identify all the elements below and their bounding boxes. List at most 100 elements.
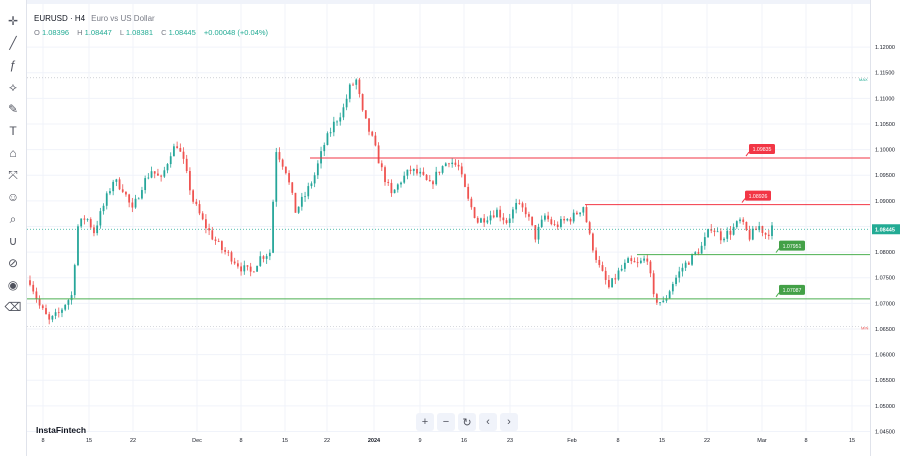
y-tick-label: 1.07500 xyxy=(875,276,895,282)
trend-line-icon[interactable]: ƒ xyxy=(9,58,17,72)
candle-body xyxy=(208,228,211,231)
candle-body xyxy=(310,183,313,187)
candle-body xyxy=(598,259,601,266)
zoom-icon[interactable]: ⌕ xyxy=(9,211,17,226)
candle-body xyxy=(691,254,693,265)
reset-button[interactable]: ↻ xyxy=(458,413,476,431)
level-label-box xyxy=(745,190,771,201)
scroll-left-button[interactable]: ‹ xyxy=(479,413,497,431)
zoom-in-button[interactable]: + xyxy=(416,413,434,431)
candle-body xyxy=(198,204,201,214)
candle-body xyxy=(336,121,338,123)
y-tick-label: 1.04500 xyxy=(875,429,895,435)
candle-body xyxy=(556,224,559,227)
scroll-right-button[interactable]: › xyxy=(500,413,518,431)
candle-body xyxy=(454,162,457,165)
candle-body xyxy=(684,262,687,268)
x-tick-label: Feb xyxy=(567,438,576,444)
level-label: 1.07087 xyxy=(783,288,802,294)
candle-body xyxy=(374,135,377,146)
x-tick-label: 15 xyxy=(849,438,855,444)
candle-body xyxy=(492,215,495,218)
price-axis-labels: 1.12000 1.11500 1.11000 1.10500 1.10000 1.095… xyxy=(872,45,900,435)
fib-icon[interactable]: ⟡ xyxy=(9,79,17,94)
candle-body xyxy=(224,249,226,252)
candle-body xyxy=(419,171,422,174)
candle-body xyxy=(214,239,217,241)
candle-body xyxy=(243,265,246,272)
candle-body xyxy=(719,231,722,241)
candle-body xyxy=(294,192,297,213)
magnet-icon[interactable]: ∪ xyxy=(8,234,18,248)
candle-body xyxy=(553,224,556,225)
candle-body xyxy=(687,262,690,265)
candle-body xyxy=(368,118,370,132)
candle-body xyxy=(45,308,47,315)
candle-body xyxy=(89,219,92,228)
candle-body xyxy=(460,166,463,175)
candle-body xyxy=(160,175,163,177)
candle-body xyxy=(566,218,569,221)
candle-body xyxy=(227,251,230,253)
symbol-label[interactable]: EURUSD · H4 xyxy=(34,14,86,23)
candle-body xyxy=(726,230,729,239)
candle-body xyxy=(448,163,450,165)
text-icon[interactable]: T xyxy=(9,124,17,138)
candle-body xyxy=(252,271,255,273)
crosshair-icon[interactable]: ╱ xyxy=(9,36,17,50)
drawing-toolbar: ✛ ╱ ƒ ⟡ ✎ T ⌂ ⤧ ☺ ⌕ ∪ ⊘ ◉ ⌫ xyxy=(0,0,27,456)
y-tick-label: 1.09500 xyxy=(875,173,895,179)
candle-body xyxy=(614,278,617,280)
smile-icon[interactable]: ☺ xyxy=(6,190,20,204)
candle-body xyxy=(636,262,639,264)
candle-body xyxy=(620,268,623,271)
candle-body xyxy=(278,152,281,160)
candle-body xyxy=(649,261,652,274)
chart-area[interactable]: MAX MIN 1.09835 1.08926 1.07951 1.07087 8 15 22 D… xyxy=(27,4,870,444)
measure-icon[interactable]: ⤧ xyxy=(8,167,18,182)
candle-body xyxy=(275,152,278,202)
brush-icon[interactable]: ✎ xyxy=(7,102,19,116)
candle-body xyxy=(80,218,83,227)
pattern-icon[interactable]: ⌂ xyxy=(9,146,17,160)
candle-body xyxy=(265,256,268,259)
candle-body xyxy=(153,171,156,174)
candle-body xyxy=(499,209,502,218)
candlestick-chart[interactable]: MAX MIN 1.09835 1.08926 1.07951 1.07087 8 15 22 D… xyxy=(27,4,870,444)
candle-body xyxy=(396,184,399,190)
candle-body xyxy=(105,193,108,206)
candle-body xyxy=(425,174,428,180)
candle-body xyxy=(739,219,741,222)
candle-body xyxy=(73,265,76,296)
chart-header: EURUSD · H4 Euro vs US Dollar xyxy=(34,14,155,23)
candle-body xyxy=(329,132,332,134)
zoom-out-button[interactable]: − xyxy=(437,413,455,431)
candle-body xyxy=(307,186,310,197)
candle-body xyxy=(607,279,610,288)
candle-body xyxy=(233,261,236,264)
candle-body xyxy=(182,151,185,159)
cursor-icon[interactable]: ✛ xyxy=(7,14,19,28)
candle-body xyxy=(64,304,67,310)
candle-body xyxy=(86,219,89,220)
x-tick-label: 8 xyxy=(239,438,242,444)
trash-icon[interactable]: ⌫ xyxy=(4,300,22,314)
candle-body xyxy=(57,312,60,314)
candle-body xyxy=(377,145,380,164)
candle-body xyxy=(707,229,709,238)
eye-icon[interactable]: ◉ xyxy=(7,278,19,292)
candle-body xyxy=(748,230,751,240)
candle-body xyxy=(611,278,613,288)
candle-body xyxy=(512,209,514,219)
candle-body xyxy=(249,266,252,272)
candle-body xyxy=(716,231,719,233)
candle-body xyxy=(195,201,198,205)
candle-body xyxy=(540,219,543,227)
price-axis[interactable]: 1.12000 1.11500 1.11000 1.10500 1.10000 1.095… xyxy=(870,0,900,456)
candle-body xyxy=(735,221,738,228)
candle-body xyxy=(563,218,566,221)
candle-body xyxy=(54,312,57,316)
y-tick-label: 1.09000 xyxy=(875,199,895,205)
lock-icon[interactable]: ⊘ xyxy=(7,256,19,270)
candle-body xyxy=(176,146,179,149)
